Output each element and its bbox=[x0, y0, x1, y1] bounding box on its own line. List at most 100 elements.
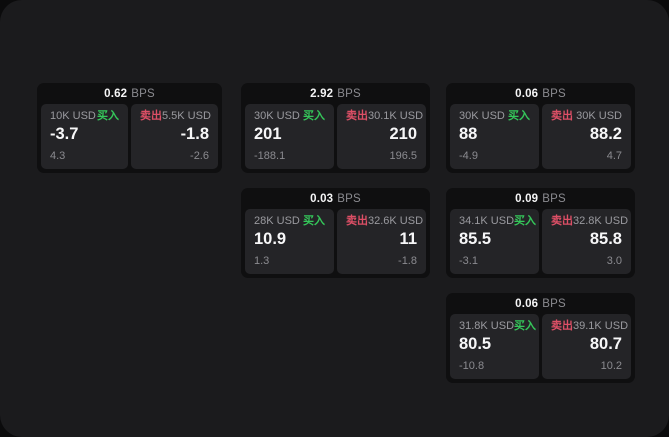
buy-price: 85.5 bbox=[459, 230, 492, 248]
quote-card: 2.92 BPS 30K USD 买入 201 -188.1 卖出 30.1K … bbox=[241, 83, 430, 173]
card-body: 30K USD 买入 88 -4.9 卖出 30K USD 88.2 4.7 bbox=[446, 104, 635, 173]
buy-size: 31.8K USD bbox=[459, 320, 515, 332]
buy-size: 28K USD bbox=[254, 215, 300, 227]
sell-price: 11 bbox=[399, 230, 417, 248]
buy-delta: -10.8 bbox=[459, 360, 485, 372]
bps-value: 0.03 bbox=[310, 192, 334, 205]
buy-panel[interactable]: 31.8K USD 买入 80.5 -10.8 bbox=[450, 314, 539, 379]
buy-panel-top: 34.1K USD 买入 bbox=[459, 215, 536, 228]
sell-panel-top: 卖出 32.8K USD bbox=[551, 215, 628, 228]
sell-delta: 3.0 bbox=[606, 255, 622, 267]
bps-value: 0.06 bbox=[515, 297, 539, 310]
card-body: 30K USD 买入 201 -188.1 卖出 30.1K USD 210 1… bbox=[241, 104, 430, 173]
bps-value: 0.06 bbox=[515, 87, 539, 100]
sell-label: 卖出 bbox=[346, 215, 368, 227]
bps-value: 2.92 bbox=[310, 87, 334, 100]
sell-label: 卖出 bbox=[551, 110, 573, 122]
buy-label: 买入 bbox=[514, 320, 537, 332]
sell-size: 30.1K USD bbox=[368, 110, 424, 122]
quote-card: 0.09 BPS 34.1K USD 买入 85.5 -3.1 卖出 32.8K… bbox=[446, 188, 635, 278]
sell-delta: -1.8 bbox=[398, 255, 417, 267]
card-body: 34.1K USD 买入 85.5 -3.1 卖出 32.8K USD 85.8… bbox=[446, 209, 635, 278]
sell-panel-top: 卖出 30.1K USD bbox=[346, 110, 423, 123]
buy-label: 买入 bbox=[303, 110, 325, 122]
buy-label: 买入 bbox=[508, 110, 530, 122]
quote-card: 0.06 BPS 30K USD 买入 88 -4.9 卖出 30K USD 8… bbox=[446, 83, 635, 173]
buy-panel-top: 30K USD 买入 bbox=[254, 110, 325, 123]
sell-label: 卖出 bbox=[551, 320, 573, 332]
bps-unit-label: BPS bbox=[131, 87, 155, 100]
bps-header: 0.06 BPS bbox=[446, 83, 635, 104]
buy-label: 买入 bbox=[514, 215, 537, 227]
buy-label: 买入 bbox=[97, 110, 119, 122]
sell-price: -1.8 bbox=[180, 125, 209, 143]
bps-value: 0.62 bbox=[104, 87, 128, 100]
bps-unit-label: BPS bbox=[337, 87, 361, 100]
quote-card: 0.06 BPS 31.8K USD 买入 80.5 -10.8 卖出 39.1… bbox=[446, 293, 635, 383]
buy-delta: -4.9 bbox=[459, 150, 478, 162]
sell-price: 88.2 bbox=[589, 125, 622, 143]
sell-panel-top: 卖出 5.5K USD bbox=[140, 110, 211, 123]
sell-size: 5.5K USD bbox=[162, 110, 211, 122]
buy-panel[interactable]: 34.1K USD 买入 85.5 -3.1 bbox=[450, 209, 539, 274]
bps-unit-label: BPS bbox=[337, 192, 361, 205]
sell-panel-top: 卖出 30K USD bbox=[551, 110, 622, 123]
buy-size: 30K USD bbox=[459, 110, 505, 122]
bps-header: 0.03 BPS bbox=[241, 188, 430, 209]
buy-panel[interactable]: 30K USD 买入 88 -4.9 bbox=[450, 104, 539, 169]
buy-price: 10.9 bbox=[254, 230, 287, 248]
bps-header: 2.92 BPS bbox=[241, 83, 430, 104]
sell-label: 卖出 bbox=[346, 110, 368, 122]
sell-panel[interactable]: 卖出 30.1K USD 210 196.5 bbox=[337, 104, 426, 169]
sell-delta: 4.7 bbox=[606, 150, 622, 162]
bps-unit-label: BPS bbox=[542, 192, 566, 205]
buy-price: 201 bbox=[254, 125, 282, 143]
sell-panel-top: 卖出 32.6K USD bbox=[346, 215, 423, 228]
bps-unit-label: BPS bbox=[542, 297, 566, 310]
bps-unit-label: BPS bbox=[542, 87, 566, 100]
sell-panel[interactable]: 卖出 30K USD 88.2 4.7 bbox=[542, 104, 631, 169]
card-body: 28K USD 买入 10.9 1.3 卖出 32.6K USD 11 -1.8 bbox=[241, 209, 430, 278]
buy-panel[interactable]: 10K USD 买入 -3.7 4.3 bbox=[41, 104, 128, 169]
buy-size: 30K USD bbox=[254, 110, 300, 122]
sell-delta: -2.6 bbox=[190, 150, 209, 162]
buy-delta: 4.3 bbox=[50, 150, 66, 162]
quote-card: 0.03 BPS 28K USD 买入 10.9 1.3 卖出 32.6K US… bbox=[241, 188, 430, 278]
sell-size: 30K USD bbox=[576, 110, 622, 122]
buy-delta: 1.3 bbox=[254, 255, 270, 267]
bps-header: 0.09 BPS bbox=[446, 188, 635, 209]
quote-card: 0.62 BPS 10K USD 买入 -3.7 4.3 卖出 5.5K USD… bbox=[37, 83, 222, 173]
buy-panel-top: 28K USD 买入 bbox=[254, 215, 325, 228]
buy-panel-top: 31.8K USD 买入 bbox=[459, 320, 536, 333]
buy-price: -3.7 bbox=[50, 125, 79, 143]
sell-price: 80.7 bbox=[589, 335, 622, 353]
sell-panel-top: 卖出 39.1K USD bbox=[551, 320, 628, 333]
sell-delta: 10.2 bbox=[600, 360, 622, 372]
buy-size: 34.1K USD bbox=[459, 215, 515, 227]
buy-panel[interactable]: 28K USD 买入 10.9 1.3 bbox=[245, 209, 334, 274]
buy-delta: -188.1 bbox=[254, 150, 286, 162]
card-body: 10K USD 买入 -3.7 4.3 卖出 5.5K USD -1.8 -2.… bbox=[37, 104, 222, 173]
card-body: 31.8K USD 买入 80.5 -10.8 卖出 39.1K USD 80.… bbox=[446, 314, 635, 383]
sell-label: 卖出 bbox=[551, 215, 573, 227]
sell-size: 32.6K USD bbox=[368, 215, 424, 227]
buy-panel[interactable]: 30K USD 买入 201 -188.1 bbox=[245, 104, 334, 169]
sell-size: 32.8K USD bbox=[573, 215, 629, 227]
buy-panel-top: 30K USD 买入 bbox=[459, 110, 530, 123]
buy-panel-top: 10K USD 买入 bbox=[50, 110, 119, 123]
buy-price: 80.5 bbox=[459, 335, 492, 353]
sell-panel[interactable]: 卖出 5.5K USD -1.8 -2.6 bbox=[131, 104, 218, 169]
buy-price: 88 bbox=[459, 125, 478, 143]
sell-panel[interactable]: 卖出 39.1K USD 80.7 10.2 bbox=[542, 314, 631, 379]
sell-price: 210 bbox=[389, 125, 417, 143]
sell-panel[interactable]: 卖出 32.8K USD 85.8 3.0 bbox=[542, 209, 631, 274]
bps-value: 0.09 bbox=[515, 192, 539, 205]
sell-label: 卖出 bbox=[140, 110, 162, 122]
sell-price: 85.8 bbox=[589, 230, 622, 248]
buy-delta: -3.1 bbox=[459, 255, 478, 267]
buy-size: 10K USD bbox=[50, 110, 96, 122]
sell-panel[interactable]: 卖出 32.6K USD 11 -1.8 bbox=[337, 209, 426, 274]
